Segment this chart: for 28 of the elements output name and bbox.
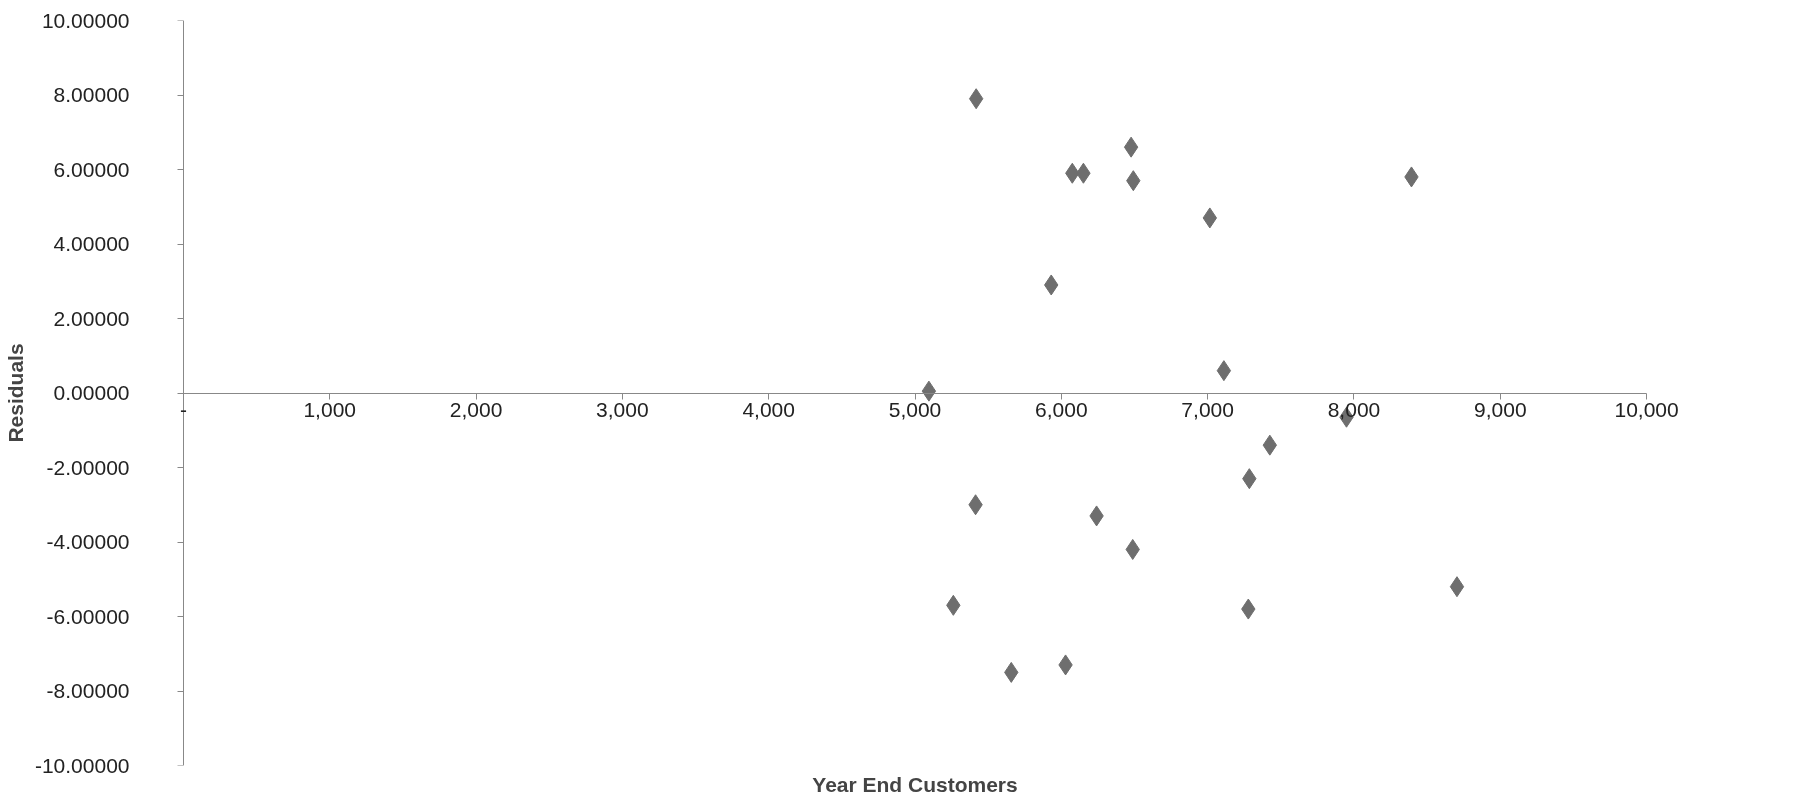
x-tick-label: - xyxy=(179,398,187,421)
y-tick-label: -6.00000 xyxy=(46,604,130,628)
point xyxy=(921,380,937,402)
x-axis-title: Year End Customers xyxy=(812,772,1018,796)
y-tick-label: 8.00000 xyxy=(53,83,130,106)
y-tick-label: -4.00000 xyxy=(46,530,130,553)
x-tick-label: 4,000 xyxy=(742,398,795,421)
point xyxy=(1123,136,1139,158)
x-tick-label: 8,000 xyxy=(1327,398,1381,421)
y-tick-label: 10.00000 xyxy=(41,8,130,32)
x-tick-label: 1,000 xyxy=(303,398,356,421)
y-tick-label: 6.00000 xyxy=(53,157,130,181)
x-tick-label: 6,000 xyxy=(1035,398,1088,421)
x-tick-label: 5,000 xyxy=(888,398,942,421)
x-tick-label: 7,000 xyxy=(1181,398,1234,421)
y-tick-label: -10.00000 xyxy=(34,753,130,777)
x-tick-label: 3,000 xyxy=(596,398,649,421)
y-axis-title: Residuals xyxy=(3,343,27,443)
y-tick-label: -2.00000 xyxy=(46,455,130,479)
x-tick-label: 2,000 xyxy=(449,398,503,421)
y-tick-label: 4.00000 xyxy=(53,232,130,255)
x-tick-label: 9,000 xyxy=(1474,398,1527,421)
x-tick-label: 10,000 xyxy=(1614,398,1679,421)
y-tick-label: 0.00000 xyxy=(53,381,130,404)
y-tick-label: -8.00000 xyxy=(46,679,130,702)
y-tick-label: 2.00000 xyxy=(53,306,130,330)
point xyxy=(1216,360,1232,382)
point xyxy=(1449,576,1465,598)
